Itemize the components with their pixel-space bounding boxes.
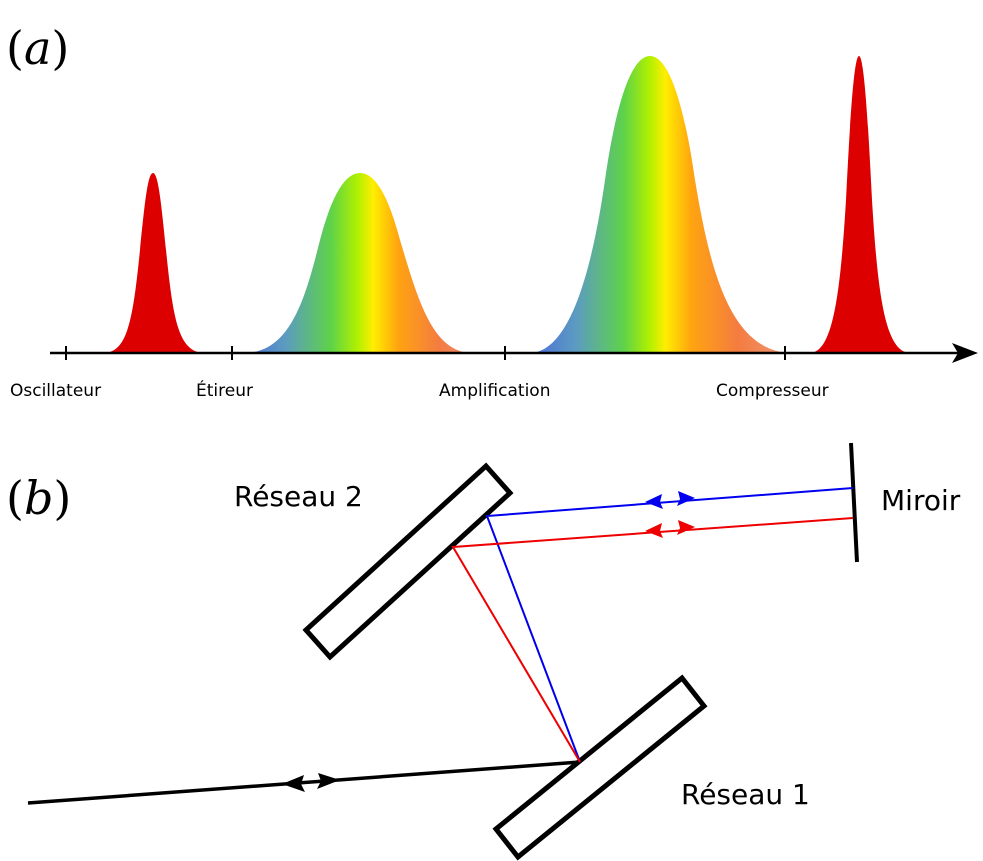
grating-2: [302, 462, 514, 661]
grating-2-label: Réseau 2: [234, 480, 363, 513]
axis-arrowhead: [952, 343, 978, 363]
compressed-pulse: [810, 56, 910, 353]
stage-label-amplification: Amplification: [439, 381, 550, 401]
blue-ray: [485, 487, 854, 763]
red-ray: [451, 517, 854, 763]
stage-label-oscillator: Oscillateur: [10, 381, 101, 401]
grating-1-label: Réseau 1: [681, 778, 810, 811]
input-beam-bidirectional-arrow: [282, 773, 340, 792]
panel-a: (a) Oscillateur Étireur Amplification Co…: [6, 21, 978, 401]
mirror-label: Miroir: [881, 484, 961, 517]
stage-label-compressor: Compresseur: [716, 381, 829, 401]
grating-1: [492, 674, 708, 861]
axis-ticks: [65, 346, 786, 360]
panel-a-label: (a): [6, 21, 69, 75]
stage-label-stretcher: Étireur: [196, 379, 253, 401]
input-beam: [27, 760, 581, 805]
red-ray-bidirectional-arrow: [645, 520, 695, 538]
blue-ray-bidirectional-arrow: [645, 491, 695, 509]
panel-b: (b) Réseau 2 Réseau 1: [6, 442, 961, 861]
amplified-pulse: [530, 56, 790, 353]
panel-b-label: (b): [6, 471, 71, 525]
mirror: [849, 442, 859, 563]
oscillator-pulse: [104, 173, 204, 353]
stretched-pulse: [245, 173, 470, 353]
